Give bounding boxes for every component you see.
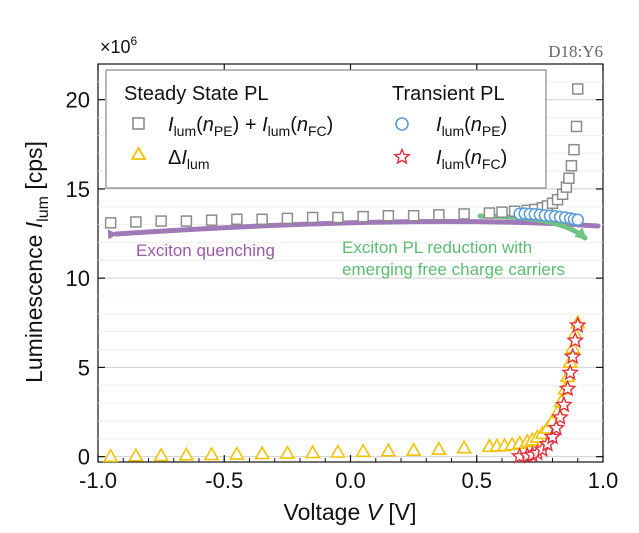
circle-marker bbox=[571, 213, 584, 227]
square-marker bbox=[572, 83, 584, 95]
square-marker bbox=[570, 120, 583, 133]
square-marker bbox=[130, 216, 142, 228]
star-marker bbox=[543, 427, 562, 445]
square-marker bbox=[483, 207, 496, 219]
triangle-marker bbox=[102, 448, 119, 463]
legend-label-nfc: Ilum(nFC) bbox=[436, 147, 507, 172]
data-series bbox=[102, 83, 587, 464]
triangle-marker bbox=[128, 447, 144, 462]
series-circle bbox=[513, 207, 584, 227]
square-marker bbox=[407, 209, 420, 222]
square-marker bbox=[565, 159, 578, 172]
star-marker bbox=[561, 363, 580, 381]
square-marker bbox=[205, 214, 218, 226]
square-marker bbox=[306, 211, 319, 224]
legend-label-delta: ΔIlum bbox=[168, 147, 209, 172]
sample-label: D18:Y6 bbox=[548, 42, 603, 61]
triangle-marker bbox=[431, 441, 447, 455]
star-marker bbox=[558, 379, 577, 397]
square-marker bbox=[256, 213, 268, 226]
square-marker bbox=[332, 211, 344, 224]
triangle-marker bbox=[153, 447, 169, 462]
y-tick-label: 0 bbox=[78, 445, 90, 470]
annotation-pl-reduction-line1: Exciton PL reduction with bbox=[342, 238, 532, 257]
y-tick-label: 20 bbox=[66, 88, 90, 113]
triangle-marker bbox=[330, 443, 346, 458]
annotation-exciton-quenching: Exciton quenching bbox=[136, 241, 275, 260]
star-marker bbox=[547, 418, 566, 436]
y-tick-label: 5 bbox=[78, 355, 90, 380]
star-marker bbox=[393, 147, 411, 165]
legend-label-sum: Ilum(nPE) + Ilum(nFC) bbox=[168, 114, 333, 139]
legend: Steady State PL Transient PL Ilum(nPE) +… bbox=[105, 69, 547, 189]
annotation-pl-reduction-line2: emerging free charge carriers bbox=[342, 260, 565, 279]
legend-box bbox=[105, 69, 547, 189]
triangle-marker bbox=[355, 443, 371, 458]
square-marker bbox=[568, 143, 580, 156]
series-star bbox=[510, 316, 587, 464]
series-square bbox=[104, 83, 584, 229]
square-marker bbox=[281, 212, 294, 225]
axis-multiplier: ×106 bbox=[100, 34, 138, 57]
triangle-marker bbox=[203, 446, 220, 461]
legend-square-marker bbox=[132, 117, 145, 130]
triangle-marker bbox=[254, 445, 270, 460]
star-marker bbox=[568, 316, 587, 334]
triangle-marker bbox=[304, 444, 321, 459]
triangle-marker bbox=[279, 444, 296, 459]
legend-triangle-marker bbox=[130, 146, 147, 160]
y-axis-title: Luminescence Ilum [cps] bbox=[21, 141, 52, 383]
y-tick-label: 10 bbox=[66, 266, 90, 291]
triangle-marker bbox=[229, 445, 245, 460]
legend-circle-marker bbox=[395, 117, 409, 131]
x-tick-label: 1.0 bbox=[588, 468, 619, 493]
square-marker bbox=[180, 215, 193, 227]
star-marker bbox=[563, 347, 582, 365]
square-marker bbox=[104, 217, 117, 229]
star-marker bbox=[551, 408, 569, 425]
star-marker bbox=[554, 395, 573, 413]
legend-star-marker bbox=[393, 147, 411, 165]
legend-steady-title: Steady State PL bbox=[124, 83, 269, 105]
square-marker bbox=[231, 213, 243, 226]
square-marker bbox=[563, 172, 575, 184]
triangle-marker bbox=[405, 442, 422, 457]
y-axis-tick-labels: 0 5 10 15 20 bbox=[66, 88, 90, 470]
legend-transient-title: Transient PL bbox=[392, 83, 505, 105]
square-marker bbox=[433, 209, 445, 221]
square-marker bbox=[155, 215, 167, 227]
triangle-marker bbox=[456, 439, 472, 454]
y-tick-label: 15 bbox=[66, 177, 90, 202]
x-tick-label: -0.5 bbox=[205, 468, 243, 493]
x-tick-label: -1.0 bbox=[79, 468, 117, 493]
x-tick-label: 0.0 bbox=[335, 468, 366, 493]
y-axis-ticks bbox=[98, 99, 603, 458]
square-marker bbox=[496, 206, 508, 218]
x-axis-title: Voltage V [V] bbox=[284, 499, 417, 525]
star-marker bbox=[566, 331, 585, 349]
triangle-marker bbox=[380, 442, 397, 457]
square-marker bbox=[357, 210, 369, 223]
square-marker bbox=[458, 208, 470, 220]
square-marker bbox=[382, 209, 395, 222]
x-axis-tick-labels: -1.0 -0.5 0.0 0.5 1.0 bbox=[79, 468, 618, 493]
legend-label-npe: Ilum(nPE) bbox=[436, 114, 507, 139]
x-tick-label: 0.5 bbox=[461, 468, 492, 493]
triangle-marker bbox=[178, 446, 195, 461]
